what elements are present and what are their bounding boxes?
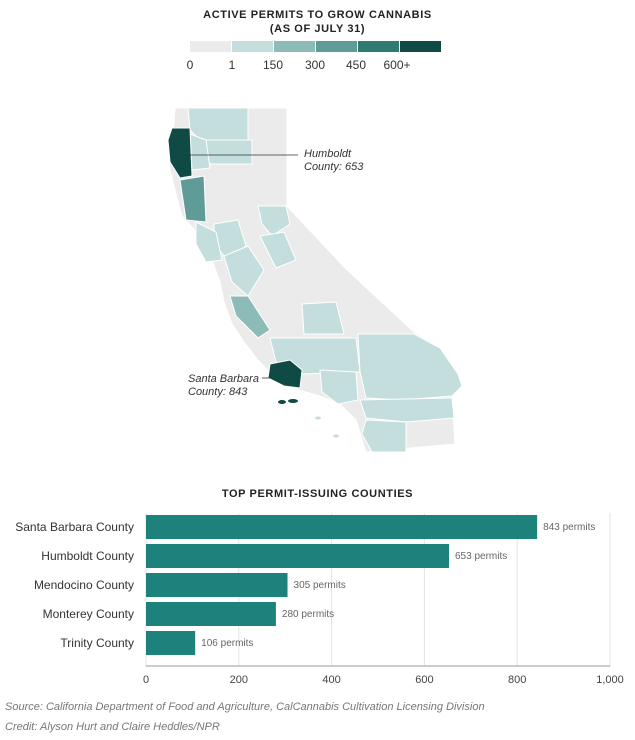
county-central-valley <box>223 245 265 297</box>
bar <box>146 631 196 655</box>
bar-value-label: 106 permits <box>201 638 253 649</box>
legend-swatch-1 <box>232 41 273 52</box>
county-tulare <box>301 301 345 335</box>
map-title-line-2: (AS OF JULY 31) <box>269 23 366 35</box>
santa-barbara-callout-line-1: Santa Barbara <box>188 373 259 385</box>
map-title: ACTIVE PERMITS TO GROW CANNABIS (AS OF J… <box>0 8 635 36</box>
bar-value-label: 843 permits <box>543 522 595 533</box>
california-county-map <box>167 107 463 453</box>
legend-label: 300 <box>304 58 326 72</box>
county-tuolumne-mariposa <box>259 231 297 269</box>
bar <box>146 602 276 626</box>
color-legend <box>190 41 442 52</box>
county-bay-area <box>195 221 223 263</box>
county-san-bernardino <box>357 333 463 401</box>
county-los-angeles <box>319 369 359 405</box>
county-monterey <box>229 295 271 339</box>
x-tick-label: 1,000 <box>596 674 624 686</box>
humboldt-callout: Humboldt County: 653 <box>304 148 363 174</box>
credit-note: Credit: Alyson Hurt and Claire Heddles/N… <box>5 721 220 733</box>
category-label: Santa Barbara County <box>15 520 134 534</box>
legend-labels: 0 1 150 300 450 600+ <box>0 58 635 72</box>
bar <box>146 544 449 568</box>
x-tick-label: 0 <box>143 674 149 686</box>
santa-barbara-callout: Santa Barbara County: 843 <box>188 373 259 399</box>
county-sierra-region <box>257 205 291 237</box>
legend-swatch-450 <box>358 41 399 52</box>
channel-island <box>333 434 339 438</box>
x-tick-label: 800 <box>508 674 526 686</box>
county-del-norte-siskiyou <box>187 107 249 141</box>
bar-value-label: 653 permits <box>455 551 507 562</box>
legend-label: 600+ <box>383 58 411 72</box>
legend-swatch-300 <box>316 41 357 52</box>
legend-label: 0 <box>186 58 194 72</box>
channel-island <box>315 416 321 420</box>
x-tick-label: 400 <box>322 674 340 686</box>
humboldt-callout-line-1: Humboldt <box>304 148 352 160</box>
county-riverside <box>359 397 455 423</box>
legend-label: 450 <box>345 58 367 72</box>
legend-label: 1 <box>228 58 236 72</box>
source-note: Source: California Department of Food an… <box>5 701 485 713</box>
channel-island <box>278 400 286 404</box>
channel-island <box>288 399 298 403</box>
county-san-diego <box>361 419 407 453</box>
x-tick-label: 200 <box>230 674 248 686</box>
bar <box>146 573 288 597</box>
x-tick-label: 600 <box>415 674 433 686</box>
bar-chart: 0 200 400 600 800 1,000 Santa Barbara County 84… <box>15 513 624 686</box>
legend-label: 150 <box>262 58 284 72</box>
category-label: Humboldt County <box>41 549 134 563</box>
county-humboldt <box>167 127 193 179</box>
bar-value-label: 280 permits <box>282 609 334 620</box>
bar-chart-title: TOP PERMIT-ISSUING COUNTIES <box>221 488 414 500</box>
map-title-line-1: ACTIVE PERMITS TO GROW CANNABIS <box>203 9 432 21</box>
bar-value-label: 305 permits <box>294 580 346 591</box>
county-mendocino <box>179 175 207 223</box>
legend-swatch-150 <box>274 41 315 52</box>
category-label: Mendocino County <box>34 578 134 592</box>
bar <box>146 515 538 539</box>
santa-barbara-callout-line-2: County: 843 <box>188 386 248 398</box>
legend-swatch-600-plus <box>400 41 441 52</box>
category-label: Monterey County <box>43 607 134 621</box>
humboldt-callout-line-2: County: 653 <box>304 161 364 173</box>
legend-swatch-0 <box>190 41 231 52</box>
category-label: Trinity County <box>60 636 134 650</box>
